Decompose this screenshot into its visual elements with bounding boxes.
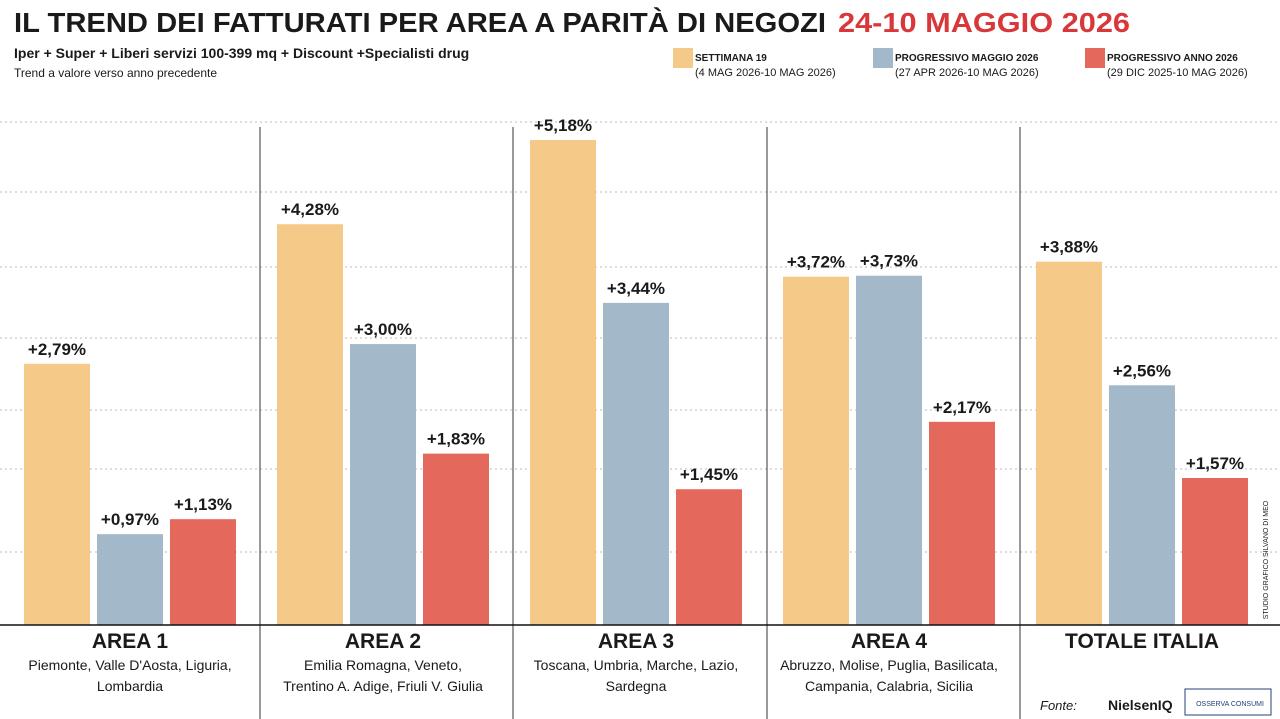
data-label: +0,97% [101, 510, 159, 529]
x-tick-label: AREA 4 [851, 630, 928, 653]
legend-period: (4 MAG 2026-10 MAG 2026) [695, 67, 836, 79]
bar [170, 519, 236, 625]
category-description: Lombardia [97, 678, 163, 694]
legend-label: PROGRESSIVO ANNO 2026 [1107, 53, 1238, 64]
source: OSSERVA CONSUMI [1196, 701, 1264, 708]
data-label: +2,17% [933, 398, 991, 417]
subtitle: Iper + Super + Liberi servizi 100-399 mq… [14, 45, 469, 61]
data-label: +1,13% [174, 495, 232, 514]
subtitle: Trend a valore verso anno precedente [14, 66, 217, 80]
bar [676, 489, 742, 625]
data-label: +3,72% [787, 253, 845, 272]
data-label: +3,00% [354, 320, 412, 339]
x-tick-label: AREA 1 [92, 630, 169, 653]
separators [259, 127, 1021, 719]
bar [97, 534, 163, 625]
x-tick-label: AREA 3 [598, 630, 674, 653]
data-label: +3,73% [860, 252, 918, 271]
data-label: +2,79% [28, 340, 86, 359]
chart-title: IL TREND DEI FATTURATI PER AREA A PARITÀ… [14, 7, 826, 38]
data-label: +1,45% [680, 465, 738, 484]
data-label: +3,44% [607, 279, 665, 298]
source-box [1184, 688, 1272, 716]
source-label: Fonte: [1040, 698, 1077, 713]
legend-period: (29 DIC 2025-10 MAG 2026) [1107, 67, 1248, 79]
bar [277, 224, 343, 625]
legend-label: PROGRESSIVO MAGGIO 2026 [895, 53, 1039, 64]
bar [856, 275, 922, 625]
legend-label: SETTIMANA 19 [695, 53, 767, 64]
legend-swatch [1085, 48, 1105, 68]
category-description: Trentino A. Adige, Friuli V. Giulia [283, 678, 483, 694]
bar [1036, 261, 1102, 625]
category-description: Piemonte, Valle D'Aosta, Liguria, [28, 657, 231, 673]
category-description: Toscana, Umbria, Marche, Lazio, [534, 657, 739, 673]
bar [1109, 385, 1175, 625]
category-description: Sardegna [606, 678, 667, 694]
bar [603, 302, 669, 625]
data-label: +1,83% [427, 430, 485, 449]
source: NielsenIQ [1108, 697, 1173, 713]
data-label: +4,28% [281, 200, 339, 219]
data-label: +1,57% [1186, 454, 1244, 473]
bar [783, 276, 849, 625]
x-tick-label: TOTALE ITALIA [1065, 630, 1219, 653]
x-tick-label: AREA 2 [345, 630, 421, 653]
credit: STUDIO GRAFICO SILVANO DI MEO [1263, 500, 1270, 619]
legend-swatch [873, 48, 893, 68]
bar [1182, 477, 1248, 625]
category-description: Emilia Romagna, Veneto, [304, 657, 462, 673]
chart-title-highlight: 24-10 MAGGIO 2026 [838, 7, 1130, 38]
legend-swatch [673, 48, 693, 68]
bar [423, 453, 489, 625]
bar [24, 363, 90, 625]
category-description: Campania, Calabria, Sicilia [805, 678, 973, 694]
bar [530, 139, 596, 626]
data-label: +3,88% [1040, 238, 1098, 257]
data-label: +2,56% [1113, 361, 1171, 380]
legend-period: (27 APR 2026-10 MAG 2026) [895, 67, 1039, 79]
category-description: Abruzzo, Molise, Puglia, Basilicata, [780, 657, 998, 673]
data-label: +5,18% [534, 116, 592, 135]
bar [929, 421, 995, 625]
bar [350, 344, 416, 625]
